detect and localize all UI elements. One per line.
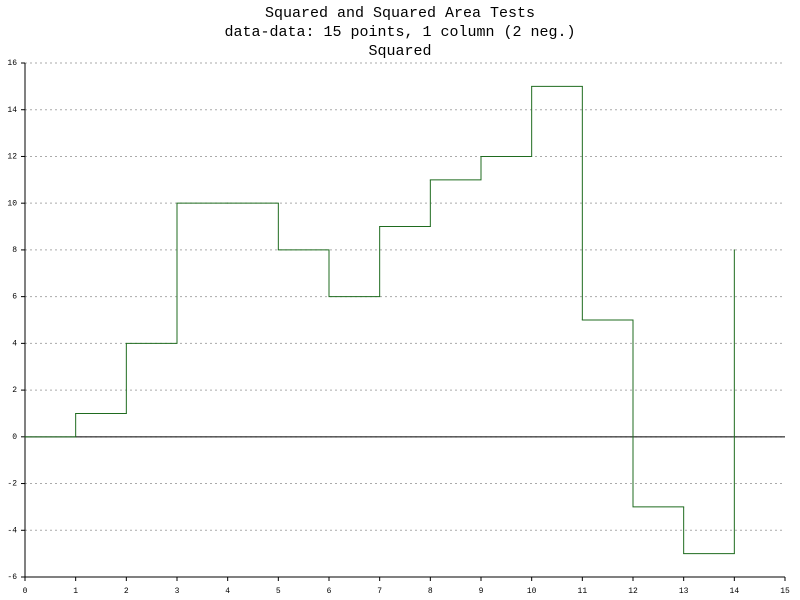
y-tick-label: 10	[7, 199, 17, 208]
chart-title: Squared and Squared Area Tests	[265, 5, 535, 22]
y-tick-label: -4	[7, 526, 17, 535]
y-tick-label: 6	[12, 293, 17, 302]
x-tick-label: 9	[479, 587, 484, 596]
x-tick-label: 10	[527, 587, 537, 596]
x-tick-label: 13	[679, 587, 689, 596]
x-tick-label: 6	[327, 587, 332, 596]
y-tick-label: 2	[12, 386, 17, 395]
x-tick-label: 8	[428, 587, 433, 596]
x-tick-label: 11	[578, 587, 588, 596]
x-tick-label: 3	[175, 587, 180, 596]
y-tick-label: 4	[12, 339, 17, 348]
y-tick-label: -2	[7, 480, 17, 489]
x-tick-label: 2	[124, 587, 129, 596]
x-tick-label: 7	[377, 587, 382, 596]
y-tick-label: 14	[7, 106, 17, 115]
x-tick-label: 14	[730, 587, 740, 596]
y-tick-label: 12	[7, 153, 17, 162]
x-tick-label: 0	[23, 587, 28, 596]
x-tick-label: 4	[225, 587, 230, 596]
chart-subtitle: data-data: 15 points, 1 column (2 neg.)	[224, 24, 575, 41]
x-tick-label: 15	[780, 587, 790, 596]
x-tick-label: 1	[73, 587, 78, 596]
x-tick-label: 12	[628, 587, 638, 596]
y-tick-label: -6	[7, 573, 17, 582]
y-tick-label: 0	[12, 433, 17, 442]
y-tick-label: 8	[12, 246, 17, 255]
plot-title: Squared	[368, 43, 431, 60]
x-tick-label: 5	[276, 587, 281, 596]
y-tick-label: 16	[7, 59, 17, 68]
